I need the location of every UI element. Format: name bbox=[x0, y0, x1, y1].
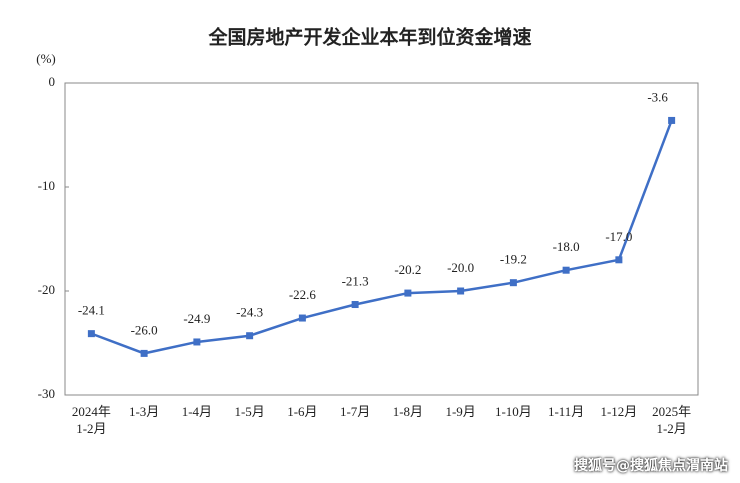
x-tick-label: 1-9月 bbox=[445, 404, 476, 419]
x-tick-label: 2024年 1-2月 bbox=[71, 404, 111, 436]
y-tick-label: -10 bbox=[38, 178, 55, 193]
watermark: 搜狐号@搜狐焦点渭南站 bbox=[574, 458, 728, 474]
marker bbox=[246, 332, 254, 340]
x-tick-label: 1-10月 bbox=[494, 404, 532, 419]
line bbox=[90, 119, 673, 355]
marker bbox=[668, 116, 676, 124]
marker bbox=[404, 289, 412, 297]
marker bbox=[87, 330, 95, 338]
x-tick-label: 1-12月 bbox=[600, 404, 638, 419]
y-unit: (%) bbox=[36, 51, 56, 66]
chart-title: 全国房地产开发企业本年到位资金增速 bbox=[207, 26, 531, 49]
marker bbox=[193, 338, 201, 346]
plot-frame bbox=[64, 82, 699, 396]
x-tick-label: 1-6月 bbox=[287, 404, 318, 419]
value-label: -20.2 bbox=[394, 262, 421, 277]
marker bbox=[298, 314, 306, 322]
x-tick-label: 2025年 1-2月 bbox=[652, 404, 692, 436]
marker bbox=[140, 349, 148, 357]
y-tick-label: 0 bbox=[49, 74, 56, 89]
marker bbox=[509, 279, 517, 287]
marker bbox=[457, 287, 465, 295]
value-label: -26.0 bbox=[131, 322, 158, 337]
marker bbox=[562, 266, 570, 274]
x-tick-label: 1-8月 bbox=[392, 404, 424, 419]
marker bbox=[615, 256, 623, 264]
value-label: -3.6 bbox=[647, 89, 668, 104]
x-tick-label: 1-4月 bbox=[181, 404, 213, 419]
value-label: -22.6 bbox=[289, 287, 317, 302]
value-label: -17.0 bbox=[605, 229, 632, 244]
value-label: -18.0 bbox=[553, 239, 580, 254]
y-tick-label: -20 bbox=[38, 282, 55, 297]
value-label: -19.2 bbox=[500, 252, 527, 267]
value-label: -24.3 bbox=[236, 305, 263, 320]
value-label: -24.1 bbox=[78, 303, 105, 318]
value-label: -21.3 bbox=[342, 274, 369, 289]
x-tick-label: 1-5月 bbox=[234, 404, 265, 419]
y-tick-label: -30 bbox=[38, 386, 55, 401]
marker bbox=[351, 301, 359, 309]
x-tick-label: 1-11月 bbox=[547, 404, 585, 419]
x-tick-label: 1-7月 bbox=[339, 404, 371, 419]
value-label: -24.9 bbox=[183, 311, 210, 326]
x-tick-label: 1-3月 bbox=[128, 404, 160, 419]
value-label: -20.0 bbox=[447, 260, 474, 275]
